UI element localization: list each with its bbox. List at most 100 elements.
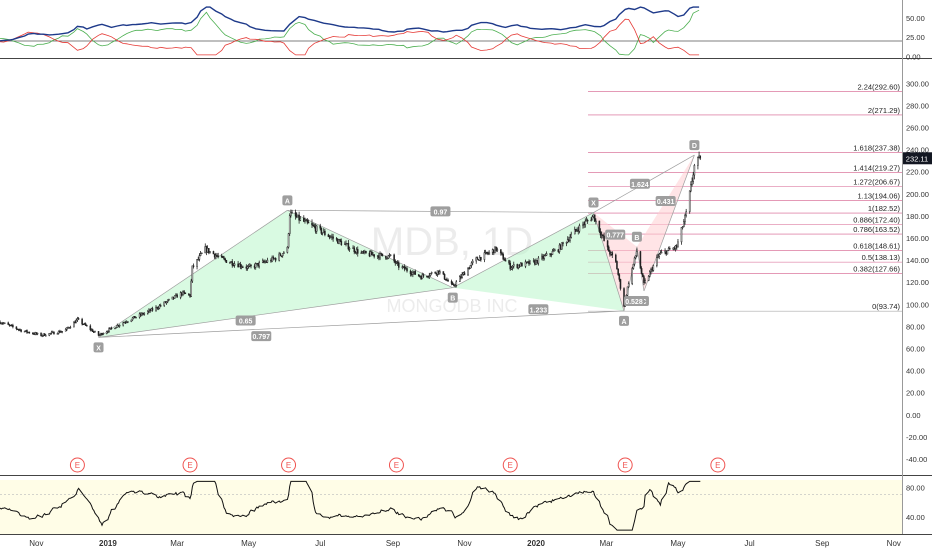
candle-body [230,261,232,263]
candle-body [442,271,445,275]
candle-body [76,318,79,321]
candle-body [410,273,413,275]
candle-body [254,263,257,268]
harmonic-point-label-bg [447,292,458,303]
candle-body [287,233,290,248]
price-axis-tick: 60.00 [906,344,925,353]
candle-body [420,276,422,280]
candle-body [615,254,617,262]
candle-body [656,257,658,266]
candle-body [257,262,259,267]
candle-body [385,255,387,259]
harmonic-point-label: X [591,201,596,208]
candle-body [313,225,316,228]
candle-body [321,232,324,234]
candle-body [578,225,581,232]
candle-body [460,276,462,278]
candle-body [640,268,643,274]
candle-body [619,279,622,289]
candle-body [97,331,100,336]
candle-body [600,234,603,236]
candle-body [229,262,231,264]
candle-body [139,313,142,316]
candle-body [417,274,420,277]
price-axis-tick: 200.00 [906,190,929,199]
candle-body [67,327,69,329]
candle-body [409,270,412,275]
harmonic-ratio-label-bg [235,315,256,326]
harmonic-ratio-label-bg [655,195,676,206]
candle-body [344,243,346,246]
candle-body [1,323,4,325]
candle-body [495,246,497,251]
candle-body [380,253,382,255]
candle-body [314,226,317,232]
candle-body [279,253,282,256]
candle-body [510,267,513,270]
fib-label: 1(182.52) [868,204,901,213]
candle-body [73,321,75,328]
candle-body [339,239,341,242]
candle-body [265,261,268,263]
candle-body [338,239,340,244]
top-indicator-pane [0,6,902,56]
price-axis-tick: 160.00 [906,234,929,243]
candle-body [291,212,293,214]
candle-body [206,248,209,253]
fib-label: 0.382(127.66) [853,265,900,274]
candle-body [576,229,578,232]
price-axis-tick: 220.00 [906,168,929,177]
candle-body [7,322,9,325]
harmonic-ratio-line [98,287,453,338]
candle-body [434,272,436,274]
candle-body [66,327,68,330]
candle-body [463,272,466,276]
candle-body [117,324,120,327]
candle-body [143,313,146,315]
candle-body [125,321,128,324]
candle-body [584,220,587,225]
price-axis-tick: -20.00 [906,433,927,442]
candle-body [149,309,151,312]
harmonic-ratio-label: 0.65 [239,319,253,326]
candle-body [159,305,162,307]
candle-body [148,309,150,312]
price-axis-tick: -40.00 [906,455,927,464]
candle-body [294,212,297,217]
harmonic-leg [287,210,453,288]
candle-body [626,286,629,296]
candle-body [75,319,78,324]
time-axis-tick: Nov [29,539,43,548]
candle-body [394,260,397,264]
candle-body [43,333,46,336]
di-minus-line [0,18,700,56]
candle-body [476,257,479,260]
candle-body [644,280,646,283]
candle-body [89,325,92,330]
candle-body [242,266,244,268]
candle-body [208,248,210,253]
harmonic-ratio-label-bg [623,295,644,306]
candle-body [74,321,76,324]
candle-body [36,332,39,335]
candle-body [131,317,134,321]
earnings-circle [388,457,404,473]
candle-body [524,261,527,267]
candle-body [673,247,676,250]
candle-body [480,256,482,260]
candle-body [660,251,663,254]
candle-body [658,253,660,257]
candle-body [118,324,121,327]
candle-body [398,262,400,268]
candle-body [26,330,28,333]
price-axis-tick: 300.00 [906,79,929,88]
candle-body [165,301,168,304]
earnings-circle [502,457,518,473]
candle-body [570,233,573,238]
candle-body [403,266,406,270]
candle-body [191,265,194,282]
candle-body [414,271,417,275]
candle-body [616,261,618,270]
candle-body [550,254,553,256]
